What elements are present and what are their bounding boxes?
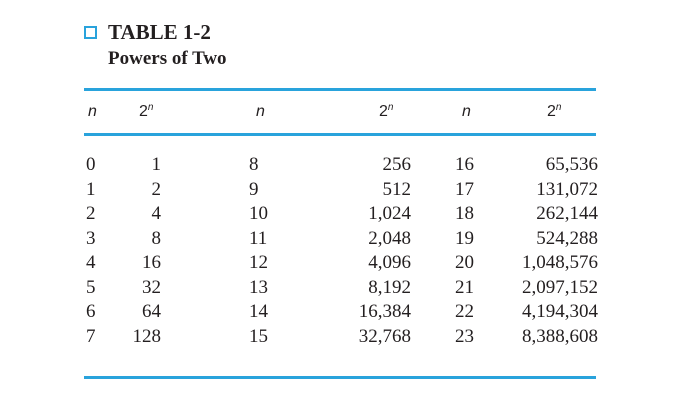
table-subtitle: Powers of Two	[108, 48, 227, 69]
table-cell: 1	[86, 178, 96, 200]
bottom-rule	[84, 376, 596, 379]
table-cell: 2	[151, 178, 162, 200]
table-cell: 6	[86, 301, 96, 322]
table-cell: 14	[249, 301, 268, 322]
table-cell: 8,388,608	[522, 325, 598, 347]
table-cell: 8	[151, 227, 162, 249]
table-cell: 8,192	[368, 276, 411, 298]
header-pow-2-base: 2	[379, 103, 388, 120]
table-cell: 4,194,304	[522, 301, 598, 322]
table-row: 6 64 14 16,384 22 4,194,304	[0, 300, 683, 325]
table-title-marker	[84, 26, 97, 39]
header-pow-2: 2n	[379, 102, 393, 122]
table-cell: 131,072	[536, 178, 598, 200]
table-cell: 0	[86, 154, 96, 175]
table-cell: 21	[455, 276, 474, 298]
header-n-2: n	[256, 102, 265, 122]
header-pow-3-exp: n	[555, 102, 562, 113]
table-cell: 23	[455, 325, 474, 347]
table-cell: 20	[455, 252, 474, 273]
table-row: 3 8 11 2,048 19 524,288	[0, 227, 683, 252]
header-n-1: n	[88, 102, 97, 122]
table-cell: 2	[86, 203, 96, 224]
header-pow-1-exp: n	[147, 102, 154, 113]
table-cell: 5	[86, 276, 96, 298]
table-cell: 8	[249, 154, 259, 175]
header-pow-3: 2n	[547, 102, 561, 122]
table-cell: 9	[249, 178, 259, 200]
header-pow-3-base: 2	[547, 103, 556, 120]
table-body: 0 1 8 256 16 65,536 1 2 9 512 17 131,072…	[0, 153, 683, 349]
table-cell: 128	[132, 325, 162, 347]
table-cell: 19	[455, 227, 474, 249]
table-cell: 524,288	[536, 227, 598, 249]
table-cell: 4	[151, 203, 162, 224]
table-cell: 11	[249, 227, 268, 249]
header-n-1-text: n	[88, 103, 97, 120]
header-n-3-text: n	[462, 103, 471, 120]
table-cell: 3	[86, 227, 96, 249]
table-cell: 64	[142, 301, 161, 322]
header-n-2-text: n	[256, 103, 265, 120]
table-cell: 1,024	[368, 203, 411, 224]
table-cell: 4	[86, 252, 96, 273]
header-n-3: n	[462, 102, 471, 122]
table-cell: 32,768	[358, 325, 411, 347]
table-cell: 1,048,576	[522, 252, 598, 273]
table-cell: 15	[249, 325, 268, 347]
table-row: 2 4 10 1,024 18 262,144	[0, 202, 683, 227]
table-cell: 17	[455, 178, 474, 200]
top-rule	[84, 88, 596, 91]
table-cell: 16	[142, 252, 161, 273]
table-cell: 2,048	[368, 227, 411, 249]
table-cell: 65,536	[545, 154, 598, 175]
header-pow-1-base: 2	[139, 103, 148, 120]
table-cell: 256	[382, 154, 412, 175]
table-row: 7 128 15 32,768 23 8,388,608	[0, 325, 683, 350]
table-cell: 16	[455, 154, 474, 175]
table-cell: 262,144	[536, 203, 598, 224]
table-title: TABLE 1-2	[108, 20, 211, 44]
table-row: 4 16 12 4,096 20 1,048,576	[0, 251, 683, 276]
table-row: 5 32 13 8,192 21 2,097,152	[0, 276, 683, 301]
table-cell: 1	[151, 154, 162, 175]
table-cell: 22	[455, 301, 474, 322]
table-row: 1 2 9 512 17 131,072	[0, 178, 683, 203]
table-cell: 18	[455, 203, 474, 224]
table-cell: 13	[249, 276, 268, 298]
table-cell: 512	[382, 178, 412, 200]
header-pow-2-exp: n	[387, 102, 394, 113]
table-cell: 2,097,152	[522, 276, 598, 298]
table-cell: 32	[142, 276, 161, 298]
table-cell: 16,384	[358, 301, 411, 322]
table-row: 0 1 8 256 16 65,536	[0, 153, 683, 178]
table-cell: 7	[86, 325, 96, 347]
header-rule	[84, 133, 596, 136]
table-cell: 4,096	[368, 252, 411, 273]
table-cell: 10	[249, 203, 268, 224]
table-cell: 12	[249, 252, 268, 273]
header-pow-1: 2n	[139, 102, 153, 122]
